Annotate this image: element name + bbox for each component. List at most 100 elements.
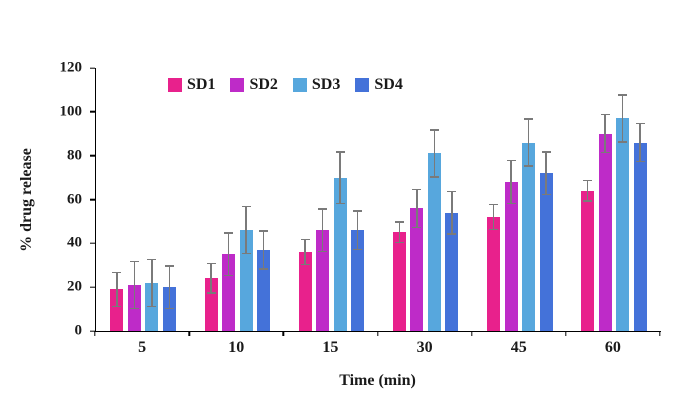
error-bar-cap — [600, 152, 610, 154]
error-bar-stem — [586, 179, 589, 202]
error-bar — [147, 258, 157, 307]
bar-SD2 — [410, 208, 424, 331]
bar-SD4 — [633, 142, 647, 331]
x-axis-ticks: 5 10 15 30 45 60 — [94, 331, 661, 361]
bar-SD1 — [298, 252, 312, 331]
error-bar-cap — [506, 202, 516, 204]
error-bar — [541, 151, 551, 196]
error-bar — [164, 265, 174, 310]
error-bar-stem — [545, 151, 547, 196]
error-bar-cap — [412, 188, 422, 190]
error-bar-cap — [300, 238, 310, 241]
error-bar-cap — [541, 193, 551, 196]
error-bar-stem — [621, 94, 624, 143]
bar-SD1 — [110, 289, 124, 331]
y-tick-mark — [90, 242, 95, 245]
error-bar-stem — [416, 188, 418, 228]
error-bar-cap — [394, 221, 404, 223]
error-bar-cap — [164, 307, 174, 310]
error-bar-cap — [147, 305, 157, 307]
y-axis-ticks: 0 20 40 60 80 100 120 — [0, 60, 95, 338]
bar-SD4 — [257, 249, 270, 331]
error-bar — [583, 179, 593, 202]
error-bar-cap — [600, 114, 610, 116]
y-tick-mark — [90, 154, 95, 157]
error-bar-cap — [618, 94, 628, 96]
error-bar — [524, 118, 533, 167]
error-bar — [259, 230, 268, 270]
error-bar — [318, 208, 328, 253]
error-bar-cap — [259, 268, 268, 270]
error-bar-cap — [447, 233, 457, 235]
y-tick-label: 40 — [67, 234, 82, 251]
legend-label-SD2: SD2 — [249, 76, 278, 93]
error-bar — [241, 206, 251, 255]
x-tick-mark — [659, 331, 661, 336]
x-tick-label: 45 — [510, 339, 527, 356]
error-bar — [489, 203, 498, 231]
error-bar — [506, 160, 516, 204]
legend-item-SD3: SD3 — [292, 77, 340, 93]
error-bar-stem — [339, 151, 341, 204]
error-bar-cap — [618, 141, 628, 143]
error-bar-cap — [224, 274, 233, 277]
error-bar-stem — [527, 118, 530, 167]
y-tick-label: 100 — [59, 103, 83, 120]
y-tick-label: 60 — [67, 191, 82, 207]
y-tick-mark — [90, 67, 95, 69]
bar-SD2 — [316, 230, 330, 331]
legend: SD1 SD2 SD3 SD4 — [168, 77, 403, 93]
error-bar-cap — [335, 151, 345, 153]
bar-SD2 — [222, 254, 235, 331]
error-bar-stem — [245, 206, 247, 255]
legend-item-SD4: SD4 — [355, 77, 403, 93]
error-bar — [206, 263, 216, 294]
error-bar-cap — [318, 250, 328, 253]
error-bar-cap — [353, 248, 363, 250]
bar-SD4 — [351, 230, 365, 331]
error-bar — [412, 188, 422, 228]
x-tick-label: 10 — [228, 339, 245, 356]
error-bar-cap — [489, 203, 498, 206]
error-bar-stem — [451, 190, 453, 235]
x-tick-mark — [470, 331, 473, 336]
bar-SD1 — [392, 232, 406, 331]
y-tick-mark — [90, 286, 95, 288]
error-bar-cap — [353, 210, 363, 212]
error-bar — [112, 271, 122, 307]
error-bar — [429, 129, 439, 178]
error-bar-stem — [262, 230, 265, 270]
x-tick-label: 15 — [322, 339, 339, 356]
error-bar-cap — [224, 232, 233, 234]
error-bar-cap — [206, 263, 216, 265]
legend-swatch-SD4 — [355, 78, 370, 92]
error-bar-cap — [583, 200, 593, 202]
error-bar — [300, 238, 310, 266]
x-tick-label: 60 — [604, 339, 621, 356]
error-bar-cap — [129, 260, 139, 263]
error-bar-stem — [133, 260, 136, 310]
error-bar-cap — [112, 271, 122, 274]
y-tick-mark — [90, 111, 95, 113]
error-bar-cap — [524, 118, 533, 120]
error-bar-stem — [151, 258, 153, 307]
error-bar-stem — [321, 208, 324, 253]
bar-SD2 — [504, 181, 518, 331]
error-bar — [600, 114, 610, 154]
error-bar-cap — [489, 228, 498, 231]
error-bar — [635, 122, 645, 163]
x-tick-mark — [376, 331, 379, 336]
error-bar-cap — [635, 122, 645, 125]
legend-swatch-SD1 — [168, 78, 182, 92]
error-bar-cap — [541, 151, 551, 153]
legend-item-SD1: SD1 — [168, 77, 215, 93]
error-bar-stem — [356, 210, 359, 250]
bar-SD3 — [616, 118, 630, 331]
error-bar-stem — [639, 122, 641, 163]
y-tick-mark — [90, 330, 95, 332]
error-bar-cap — [259, 230, 268, 232]
error-bar-cap — [318, 208, 328, 210]
x-tick-mark — [282, 331, 285, 336]
error-bar-cap — [335, 202, 345, 204]
